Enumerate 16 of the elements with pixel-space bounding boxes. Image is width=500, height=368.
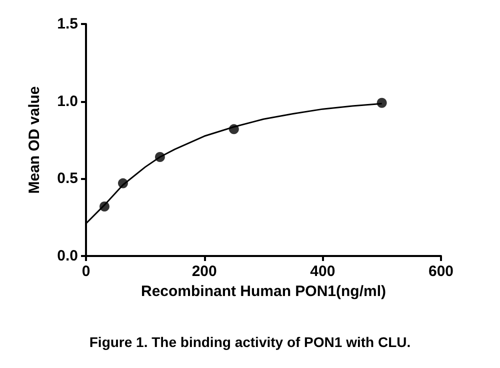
y-tick-label: 1.0	[57, 92, 78, 110]
point	[376, 98, 387, 108]
point	[154, 152, 165, 162]
x-tick-label: 600	[428, 263, 454, 280]
x-tick-label: 400	[310, 263, 336, 280]
y-tick-label: 1.5	[57, 16, 78, 32]
text: Figure 1. The binding activity of PON1 with CLU.	[89, 334, 411, 350]
point	[100, 202, 110, 212]
y-tick-label: 0.5	[57, 170, 78, 188]
point	[118, 178, 128, 188]
x-axis-title: Recombinant Human PON1(ng/ml)	[140, 283, 386, 300]
point	[228, 124, 239, 134]
y-axis-title: Mean OD value	[26, 86, 43, 194]
x-tick-label: 0	[82, 263, 90, 280]
y-tick-label: 0.0	[57, 248, 78, 264]
x-tick-label: 200	[192, 263, 217, 280]
